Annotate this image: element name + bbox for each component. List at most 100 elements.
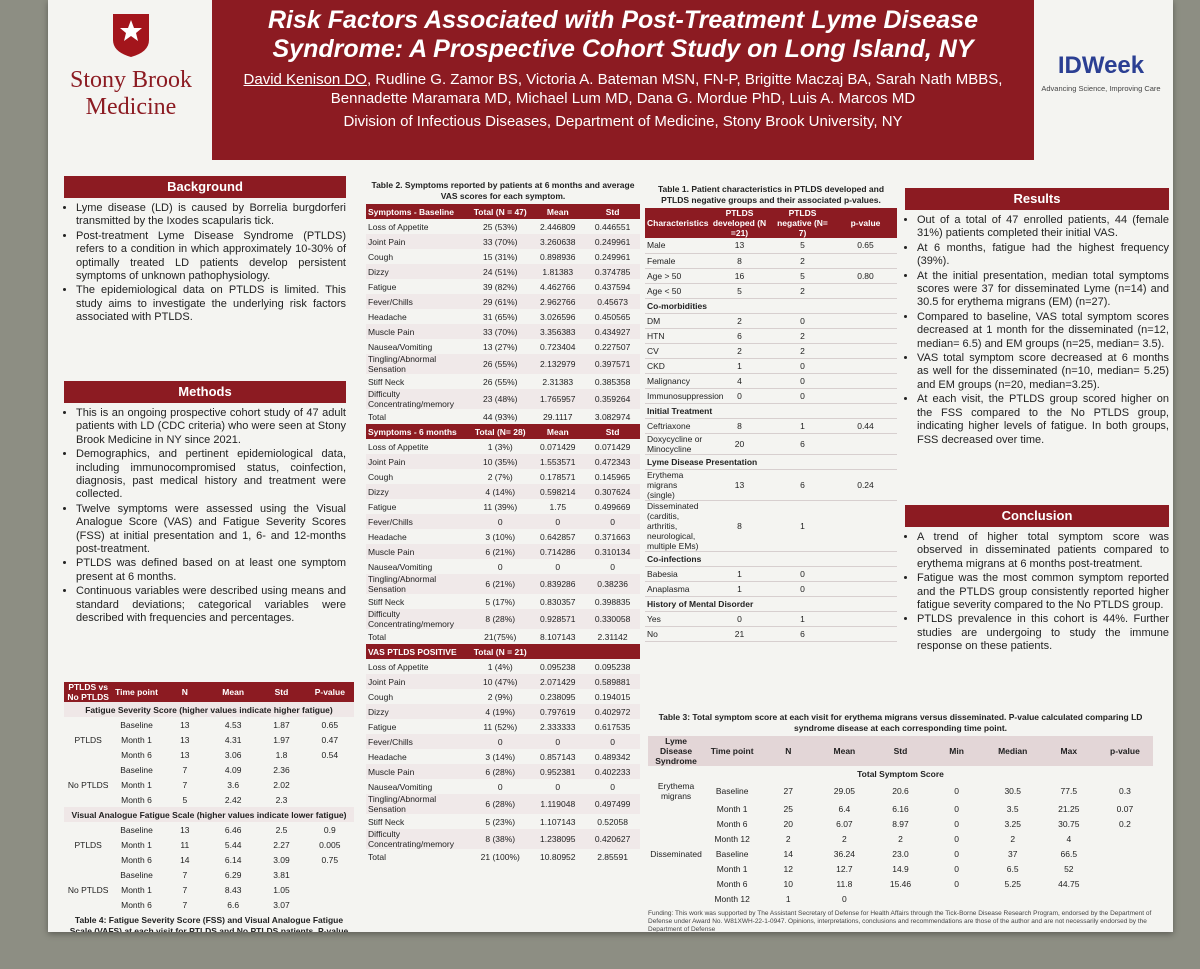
cell: Joint Pain [366,674,471,689]
header-cell: Total (N = 21) [470,644,531,659]
section-row: Co-morbidities [645,298,897,314]
cell: 13 (27%) [482,341,518,352]
cell: No [645,626,708,642]
cell: Total [368,411,386,422]
cell: 2 [842,833,847,844]
cell: 13 [180,719,190,730]
table-caption: Table 4: Fatigue Severity Score (FSS) an… [69,915,349,932]
cell: 6 (21%) [470,574,531,594]
cell: 0 [555,781,561,792]
cell: 33 (70%) [470,324,531,339]
cell: 0.071429 [594,441,631,452]
cell: 1 [708,581,771,597]
cell: 6.46 [224,824,242,835]
cell: Month 1 [121,734,152,745]
cell [648,891,704,906]
section-row: Initial Treatment [645,403,897,419]
cell: Yes [645,611,708,627]
cell: 0 [610,561,615,572]
cell [929,891,985,906]
cell: 0.371663 [594,531,631,542]
cell [834,500,897,552]
bullet: A trend of higher total symptom score wa… [917,531,1169,571]
cell: 29.05 [833,786,856,796]
cell: Cough [368,471,394,482]
cell: 0 [497,781,503,792]
header-row: PTLDS vs No PTLDS Time point N Mean Std P-val… [64,682,354,702]
cell: 7 [182,899,188,910]
cell: 1 (4%) [487,661,513,672]
cell: Total Symptom Score [857,768,944,779]
cell: 0 [771,566,834,582]
cell: 0.928571 [530,609,586,629]
cell: 0 [842,893,847,904]
bullet: Lyme disease (LD) is caused by Borrelia … [76,202,346,229]
cell [1097,846,1153,861]
header-cell: Time point [112,682,161,702]
row: Month 1 12 12.7 14.9 0 6.5 52 [648,861,1153,876]
cell: 0 [771,373,834,389]
cell: No PTLDS [67,779,109,790]
cell [985,891,1041,906]
row: Age > 50 16 5 0.80 [645,268,897,284]
cell: 5 [182,794,188,805]
cell: 0.24 [834,469,897,501]
cell: 1 [785,893,791,904]
cell: Visual Analogue Fatigue Scale (higher va… [64,807,354,822]
cell: 0.38236 [585,574,640,594]
cell: 36.24 [833,848,856,859]
cell: 25 (53%) [482,221,518,232]
cell: 3.260638 [530,234,586,249]
cell: Co-infections [645,551,897,567]
cell: 6 [771,626,834,642]
cell: 3.07 [273,899,290,910]
methods-section: Methods This is an ongoing prospective c… [64,381,346,627]
cell: 5.44 [224,839,242,850]
cell: Stiff Neck [368,376,405,387]
header-cell: Max [1040,736,1097,766]
cell: 2 [708,343,771,359]
cell [834,626,897,642]
cell: 0 [954,818,959,829]
cell: 30.5 [1004,786,1021,796]
cell: 52 [1064,863,1074,874]
cell: Month 12 [714,893,750,904]
row: Month 6 7 6.6 3.07 [64,897,354,912]
row: Malignancy 4 0 [645,373,897,389]
data-table: Characteristics PTLDS developed (N =21) PT… [645,208,897,642]
cell: Dizzy [366,704,471,719]
table-caption: Table 3: Total symptom score at each vis… [658,712,1143,733]
cell: 0.398835 [594,596,631,607]
cell: 30.75 [1058,818,1080,829]
cell: 0 [954,878,959,889]
cell: Joint Pain [366,454,471,469]
cell: 3 (10%) [485,531,516,542]
cell: Anaplasma [645,581,708,597]
cell [834,358,897,374]
cell: 3.25 [1004,818,1021,829]
cell: 0.402972 [585,704,640,719]
cell: Month 1 [121,884,152,895]
cell: 15 (31%) [482,251,518,262]
cell: 2.27 [273,839,290,850]
cell [648,831,704,846]
cell [872,891,928,906]
row: Dizzy 24 (51%) 1.81383 0.374785 [366,264,640,279]
cell: 0.2 [1119,818,1131,829]
cell: 21 [708,626,771,642]
cell: Nausea/Vomiting [368,561,433,572]
cell [64,762,112,777]
row: Loss of Appetite 1 (4%) 0.095238 0.095238 [366,659,640,674]
cell [834,373,897,389]
cell: 2.02 [273,779,290,790]
cell: 0.005 [319,839,341,850]
logo: Stony Brook Medicine [58,12,204,121]
cell: 2.962766 [530,294,586,309]
cell: Month 6 [121,794,152,805]
row: Nausea/Vomiting 0 0 0 [366,779,640,794]
row: CV 2 2 [645,343,897,359]
header-cell: PTLDS developed (N =21) [708,208,771,238]
row: Headache 31 (65%) 3.026596 0.450565 [366,309,640,324]
cell: 0 [497,561,503,572]
cell: 5 [771,238,834,254]
